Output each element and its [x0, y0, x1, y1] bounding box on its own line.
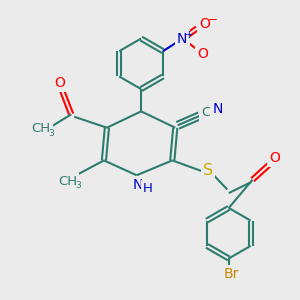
Text: O: O: [197, 46, 208, 61]
Text: Br: Br: [224, 267, 239, 281]
Text: N: N: [177, 32, 188, 46]
Text: CH: CH: [32, 122, 50, 135]
Text: O: O: [199, 17, 210, 31]
Text: 3: 3: [75, 182, 81, 190]
Text: S: S: [202, 163, 213, 178]
Text: −: −: [208, 13, 218, 26]
Text: H: H: [143, 182, 153, 195]
Text: N: N: [133, 178, 143, 192]
Text: N: N: [212, 102, 223, 116]
Text: +: +: [185, 30, 194, 40]
Text: 3: 3: [48, 129, 54, 138]
Text: O: O: [269, 151, 280, 165]
Text: C: C: [202, 106, 211, 119]
Text: CH: CH: [58, 175, 77, 188]
Text: O: O: [54, 76, 65, 90]
